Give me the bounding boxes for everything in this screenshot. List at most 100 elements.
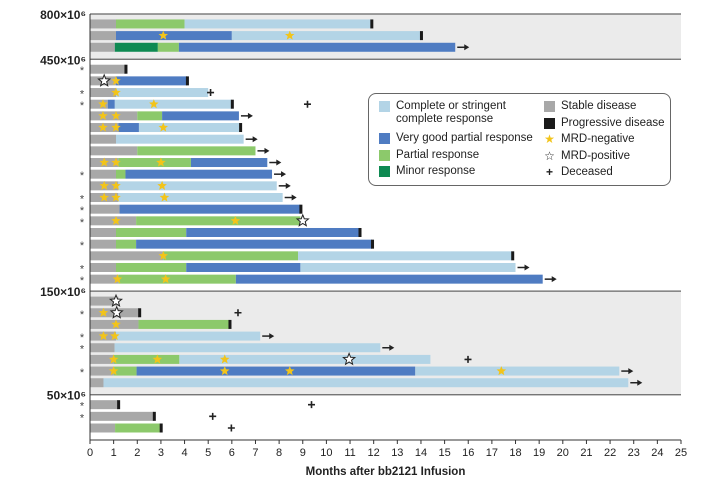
- bar-segment-sd: [90, 42, 115, 52]
- bar-segment-vgpr: [235, 274, 543, 284]
- bar-segment-cr: [298, 251, 513, 261]
- mrd-negative-star-icon: [99, 192, 109, 202]
- bar-segment-pr: [163, 251, 299, 261]
- asterisk-marker: *: [80, 309, 85, 321]
- bar-segment-cr: [116, 88, 209, 98]
- asterisk-marker: *: [80, 344, 85, 356]
- dose-group: 800×10⁶: [40, 8, 681, 60]
- patient-row: [90, 423, 235, 433]
- asterisk-marker: *: [80, 194, 85, 206]
- asterisk-marker: *: [80, 275, 85, 287]
- patient-row: [90, 30, 423, 41]
- asterisk-marker: *: [80, 240, 85, 252]
- mrd-negative-star-icon: [158, 30, 169, 40]
- mrd-negative-star-icon: [98, 99, 108, 109]
- ongoing-arrowhead: [464, 44, 470, 51]
- bar-segment-cr: [118, 193, 283, 203]
- asterisk-marker: *: [80, 100, 85, 112]
- deceased-plus-icon: [303, 100, 311, 108]
- patient-row: *: [80, 411, 217, 424]
- legend-label: Partial response: [396, 148, 480, 161]
- bar-segment-sd: [90, 99, 108, 109]
- asterisk-marker: *: [80, 412, 85, 424]
- mrd-negative-star-icon: [219, 354, 230, 364]
- bar-segment-sd: [90, 354, 114, 364]
- bar-segment-sd: [90, 262, 117, 272]
- patient-row: [90, 73, 189, 87]
- mrd-negative-star-icon: [111, 192, 121, 202]
- mrd-negative-star-icon: [99, 180, 109, 190]
- bar-segment-vgpr: [178, 42, 456, 52]
- bar-segment-sd: [90, 411, 154, 421]
- x-tick-label: 0: [87, 447, 93, 459]
- ongoing-arrowhead: [285, 182, 291, 189]
- asterisk-marker: *: [80, 401, 85, 413]
- x-tick-label: 16: [462, 447, 474, 459]
- patient-row: *: [80, 262, 530, 275]
- bar-segment-vgpr: [116, 76, 187, 86]
- progressive-disease-tick: [124, 64, 128, 74]
- mrd-negative-star-icon: [149, 99, 159, 109]
- group-label: 450×10⁶: [40, 53, 86, 67]
- patient-row: *: [80, 213, 310, 229]
- bar-segment-pr: [116, 262, 187, 272]
- bar-segment-cr: [116, 134, 244, 144]
- group-background: [90, 291, 681, 395]
- patient-row: [90, 146, 270, 156]
- x-tick-label: 24: [651, 447, 663, 459]
- legend-label: Stable disease: [561, 100, 637, 112]
- patient-row: *: [80, 274, 557, 287]
- bar-segment-cr: [116, 331, 261, 341]
- patient-row: [90, 319, 232, 329]
- bar-segment-sd: [90, 239, 117, 249]
- mrd-negative-star-icon: [111, 180, 121, 190]
- bar-segment-vgpr: [190, 158, 268, 168]
- bar-segment-sd: [90, 64, 126, 74]
- legend-item-mrd-pos: ☆ MRD-positive: [544, 149, 665, 167]
- bar-segment-sd: [90, 204, 120, 214]
- bar-segment-cr: [114, 343, 381, 353]
- bar-segment-sd: [90, 31, 117, 41]
- patient-row: [90, 19, 374, 29]
- legend-label: MRD-positive: [561, 149, 631, 162]
- patient-row: *: [80, 239, 375, 252]
- legend-label: Complete or stringent complete response: [396, 100, 506, 125]
- legend-label: Deceased: [561, 166, 613, 178]
- bar-segment-sd: [90, 274, 119, 284]
- vgpr-swatch: [379, 133, 390, 144]
- ongoing-arrowhead: [524, 264, 530, 271]
- x-tick-label: 18: [509, 447, 521, 459]
- asterisk-marker: *: [80, 205, 85, 217]
- mrd-negative-star-icon: [108, 354, 119, 364]
- bar-segment-vgpr: [118, 123, 139, 133]
- x-tick-label: 15: [438, 447, 450, 459]
- ongoing-arrowhead: [276, 159, 282, 166]
- patient-row: [90, 180, 291, 191]
- bar-segment-sd: [90, 88, 117, 98]
- legend-item-mrd-neg: ★ MRD-negative: [544, 133, 665, 150]
- bar-segment-cr: [184, 19, 372, 29]
- patient-row: *: [80, 331, 275, 344]
- patient-row: [90, 134, 258, 144]
- x-tick-label: 14: [415, 447, 427, 459]
- bar-segment-sd: [90, 134, 117, 144]
- cr-swatch: [379, 101, 390, 112]
- mrd-negative-star-icon: [98, 307, 109, 317]
- mrd-negative-star-icon: [98, 331, 109, 341]
- progressive-disease-tick: [370, 19, 374, 29]
- mrd-negative-star-icon: [98, 122, 108, 132]
- patient-row: [90, 42, 470, 52]
- progressive-disease-tick: [230, 99, 234, 109]
- mrd-negative-star-icon: [158, 122, 169, 132]
- mrd-positive-star-icon: [97, 73, 112, 87]
- bar-segment-pr: [137, 146, 256, 156]
- mrd-negative-star-icon: [496, 366, 507, 376]
- bar-segment-pr: [115, 423, 161, 433]
- patient-row: *: [80, 305, 242, 321]
- mrd-negative-star-icon: [110, 331, 120, 341]
- bar-segment-cr: [114, 99, 232, 109]
- mrd-negative-star-icon: [111, 75, 121, 85]
- progressive-disease-tick: [152, 411, 156, 421]
- progressive-disease-tick: [299, 204, 303, 214]
